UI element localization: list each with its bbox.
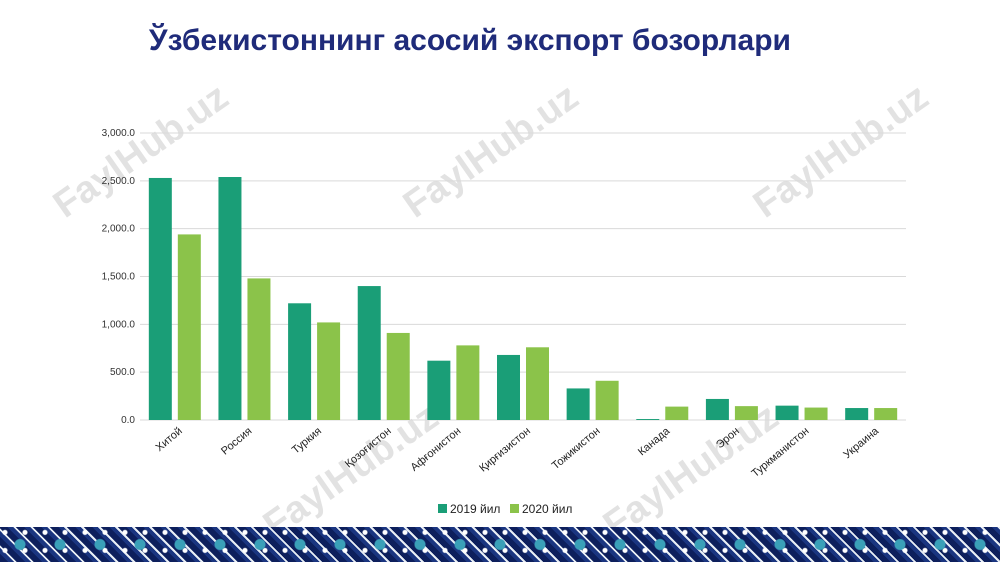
y-tick-label: 3,000.0 [102, 128, 136, 139]
legend-swatch [510, 504, 519, 513]
legend-label: 2020 йил [522, 502, 572, 516]
category-label: Россия [219, 425, 254, 457]
category-label: Эрон [714, 425, 742, 451]
bar-2019 [636, 419, 660, 420]
y-tick-label: 500.0 [110, 367, 135, 378]
bar-2019 [775, 405, 799, 420]
y-tick-label: 0.0 [121, 415, 135, 426]
bar-2019 [427, 360, 451, 420]
bar-2020 [177, 234, 201, 420]
bar-2020 [665, 406, 689, 420]
y-tick-label: 2,500.0 [102, 176, 136, 187]
category-label: Тожикистон [550, 425, 603, 472]
bar-2020 [734, 406, 758, 420]
bar-2020 [874, 408, 898, 420]
category-label: Украина [841, 425, 881, 462]
category-label: Қозоғистон [343, 425, 394, 470]
y-tick-label: 1,000.0 [102, 319, 136, 330]
decorative-ornament-border [0, 527, 1000, 562]
bar-2020 [595, 380, 619, 420]
bar-2019 [845, 408, 869, 420]
legend-swatch [438, 504, 447, 513]
bar-2019 [218, 177, 242, 420]
bar-2020 [526, 347, 549, 420]
category-label: Канада [636, 425, 673, 459]
bar-2019 [566, 388, 590, 420]
y-tick-label: 1,500.0 [102, 272, 136, 283]
bar-2020 [386, 332, 410, 420]
category-label: Афғонистон [408, 425, 463, 474]
bar-2019 [357, 286, 381, 420]
bar-chart: 0.0 500.0 1,000.0 1,500.0 2,000.0 2,500.0 3,00… [102, 128, 906, 516]
bar-2019 [497, 354, 520, 420]
bar-2020 [317, 322, 341, 420]
category-label: Туркия [290, 425, 324, 456]
legend: 2019 йил 2020 йил [438, 502, 572, 516]
bars [148, 177, 898, 420]
legend-label: 2019 йил [450, 502, 500, 516]
bar-2020 [456, 345, 480, 420]
bar-2020 [804, 407, 828, 420]
category-label: Қирғизистон [477, 425, 533, 474]
slide-title: Ўзбекистоннинг асосий экспорт бозорлари [149, 24, 791, 57]
y-axis-ticks: 0.0 500.0 1,000.0 1,500.0 2,000.0 2,500.0 3,00… [102, 128, 136, 426]
bar-2019 [148, 177, 172, 420]
x-axis-categories: Хитой Россия Туркия Қозоғистон Афғонистон Қир… [154, 425, 882, 480]
category-label: Хитой [154, 425, 185, 454]
bar-2019 [288, 303, 312, 420]
bar-2020 [247, 278, 271, 420]
y-tick-label: 2,000.0 [102, 224, 136, 235]
bar-2019 [705, 398, 729, 420]
category-label: Туркманистон [749, 425, 811, 480]
